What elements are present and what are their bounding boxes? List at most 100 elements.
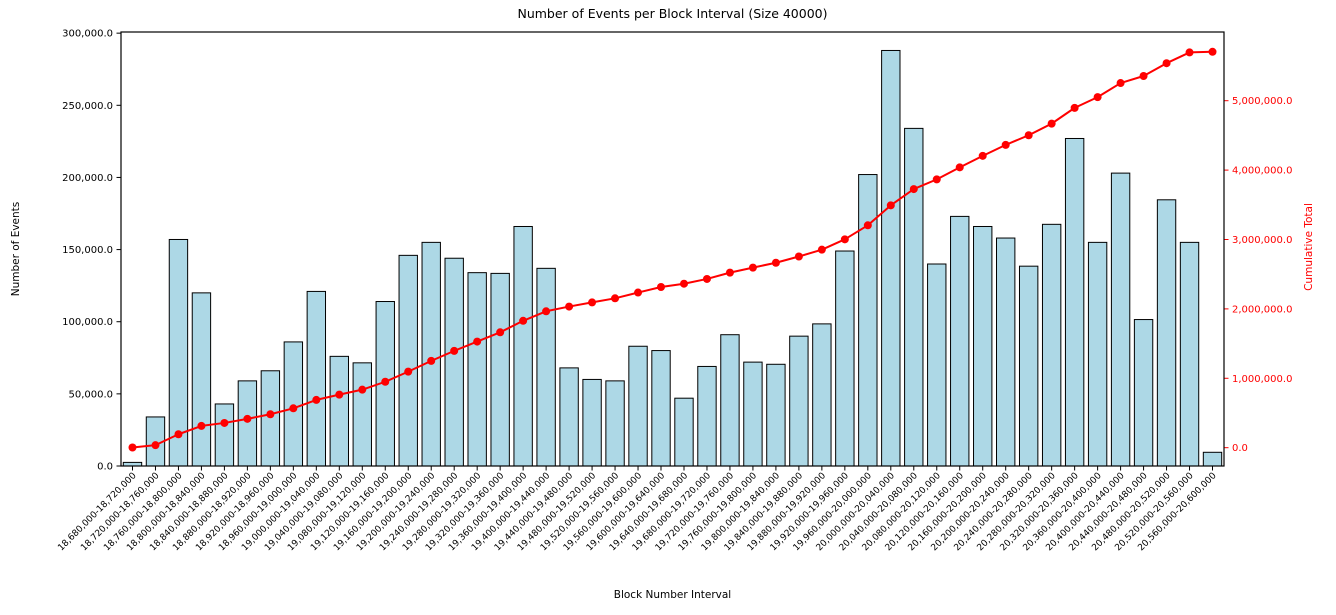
cumulative-marker bbox=[909, 185, 918, 194]
cumulative-marker bbox=[1116, 79, 1125, 88]
left-tick-label: 0.0 bbox=[97, 462, 113, 473]
cumulative-marker bbox=[450, 346, 459, 355]
cumulative-marker bbox=[1185, 48, 1194, 57]
right-tick-label: 4,000,000.0 bbox=[1232, 166, 1292, 177]
cumulative-line bbox=[132, 50, 1213, 449]
bar bbox=[835, 250, 855, 467]
bar bbox=[467, 272, 487, 467]
cumulative-marker bbox=[1093, 93, 1102, 102]
bar bbox=[1156, 199, 1177, 467]
cumulative-marker bbox=[657, 282, 666, 291]
bar bbox=[1087, 241, 1108, 467]
bar bbox=[789, 335, 809, 467]
bar bbox=[398, 254, 418, 467]
chart-title: Number of Events per Block Interval (Siz… bbox=[517, 6, 828, 21]
left-tick-label: 150,000.0 bbox=[62, 245, 113, 256]
bar bbox=[329, 355, 349, 467]
cumulative-marker bbox=[1162, 59, 1171, 68]
cumulative-marker bbox=[840, 235, 849, 244]
right-tick-label: 0.0 bbox=[1232, 443, 1248, 454]
cumulative-marker bbox=[565, 302, 574, 311]
cumulative-marker bbox=[932, 175, 941, 184]
bar bbox=[628, 345, 648, 467]
cumulative-marker bbox=[1208, 47, 1217, 56]
bar bbox=[720, 334, 740, 467]
cumulative-marker bbox=[771, 258, 780, 267]
bar bbox=[927, 263, 947, 467]
cumulative-marker bbox=[611, 294, 620, 303]
right-tick-label: 3,000,000.0 bbox=[1232, 235, 1292, 246]
cumulative-marker bbox=[151, 441, 160, 450]
bar bbox=[191, 292, 212, 467]
cumulative-marker bbox=[978, 151, 987, 160]
bar bbox=[1064, 137, 1085, 467]
cumulative-marker bbox=[542, 307, 551, 316]
bar bbox=[812, 323, 832, 467]
cumulative-marker bbox=[1024, 131, 1033, 140]
bar bbox=[743, 361, 763, 467]
bars-group bbox=[122, 49, 1223, 467]
bar bbox=[697, 365, 717, 467]
bar bbox=[1179, 241, 1200, 467]
bar bbox=[1110, 172, 1131, 467]
bar bbox=[651, 350, 671, 467]
cumulative-marker bbox=[725, 268, 734, 277]
bar bbox=[559, 367, 579, 467]
cumulative-marker bbox=[312, 395, 321, 404]
bar bbox=[260, 370, 281, 467]
cumulative-marker bbox=[266, 410, 275, 419]
cumulative-marker bbox=[381, 377, 390, 386]
bar bbox=[881, 49, 901, 467]
bar bbox=[858, 174, 878, 467]
bar bbox=[421, 241, 441, 467]
bar bbox=[283, 341, 304, 467]
cumulative-marker bbox=[335, 390, 344, 399]
cumulative-marker bbox=[289, 404, 298, 413]
cumulative-marker bbox=[1070, 103, 1079, 112]
bar bbox=[536, 267, 556, 467]
cumulative-marker bbox=[220, 418, 229, 427]
x-axis-ticks: 18,680,000-18,720,00018,720,000-18,760,0… bbox=[56, 466, 1219, 553]
bar bbox=[306, 290, 327, 467]
cumulative-marker bbox=[588, 298, 597, 307]
cumulative-marker bbox=[243, 414, 252, 423]
left-tick-label: 250,000.0 bbox=[62, 101, 113, 112]
bar bbox=[352, 362, 372, 467]
cumulative-marker bbox=[794, 252, 803, 261]
plot-border bbox=[120, 31, 1225, 467]
cumulative-marker bbox=[634, 288, 643, 297]
bar bbox=[1018, 265, 1039, 467]
cumulative-marker bbox=[702, 274, 711, 283]
bar bbox=[973, 225, 993, 467]
bar bbox=[513, 225, 533, 467]
left-tick-label: 300,000.0 bbox=[62, 29, 113, 40]
cumulative-marker bbox=[197, 421, 206, 430]
left-tick-label: 50,000.0 bbox=[68, 389, 113, 400]
cumulative-marker bbox=[955, 163, 964, 172]
bar bbox=[766, 363, 786, 467]
cumulative-marker bbox=[358, 385, 367, 394]
left-axis-ticks: 0.0 50,000.0 100,000.0 150,000.0 200,000.0 25… bbox=[62, 29, 121, 473]
right-tick-label: 1,000,000.0 bbox=[1232, 374, 1292, 385]
cumulative-marker bbox=[174, 430, 183, 439]
cumulative-marker bbox=[427, 356, 436, 365]
cumulative-marker bbox=[748, 263, 757, 272]
cumulative-marker bbox=[1139, 71, 1148, 80]
bar bbox=[214, 403, 235, 467]
left-tick-label: 100,000.0 bbox=[62, 317, 113, 328]
cumulative-marker bbox=[496, 328, 505, 337]
cumulative-marker bbox=[679, 279, 688, 288]
cumulative-marker bbox=[1047, 119, 1056, 128]
bar bbox=[996, 237, 1016, 467]
cumulative-marker bbox=[404, 367, 413, 376]
bar bbox=[582, 378, 602, 467]
bar bbox=[444, 257, 464, 467]
bar bbox=[1133, 319, 1154, 467]
bar bbox=[237, 380, 258, 467]
bar bbox=[674, 397, 694, 467]
bar bbox=[605, 380, 625, 467]
x-axis-label: Block Number Interval bbox=[613, 589, 732, 601]
cumulative-marker bbox=[817, 245, 826, 254]
bar bbox=[950, 215, 970, 467]
